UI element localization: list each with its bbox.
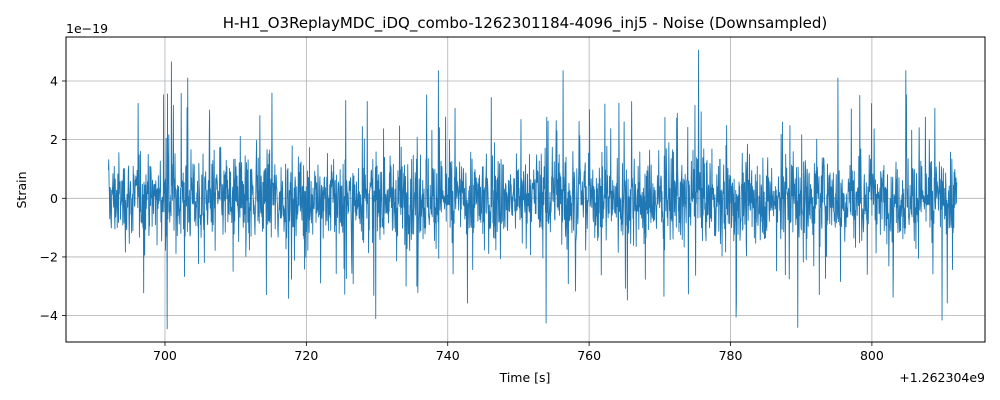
x-tick-label: 700 — [153, 348, 177, 363]
x-offset-label: +1.262304e9 — [899, 370, 985, 385]
y-tick-label: −4 — [40, 308, 58, 323]
x-tick-label: 740 — [436, 348, 460, 363]
strain-series-line — [107, 49, 958, 330]
y-tick-label: 4 — [50, 73, 58, 88]
x-tick-label: 800 — [860, 348, 884, 363]
x-axis: 700 720 740 760 780 800 — [153, 342, 884, 363]
y-scale-label: 1e−19 — [66, 21, 108, 36]
x-tick-label: 760 — [577, 348, 601, 363]
x-tick-label: 780 — [719, 348, 743, 363]
x-axis-title: Time [s] — [499, 370, 551, 385]
y-tick-label: 2 — [50, 132, 58, 147]
y-tick-label: −2 — [40, 249, 58, 264]
plot-frame — [65, 36, 986, 343]
chart-title: H-H1_O3ReplayMDC_iDQ_combo-1262301184-40… — [223, 14, 828, 33]
x-tick-label: 720 — [294, 348, 318, 363]
plot-area — [107, 49, 958, 330]
y-axis: −4 −2 0 2 4 — [40, 73, 66, 323]
y-tick-label: 0 — [50, 191, 58, 206]
y-axis-title: Strain — [14, 171, 29, 208]
